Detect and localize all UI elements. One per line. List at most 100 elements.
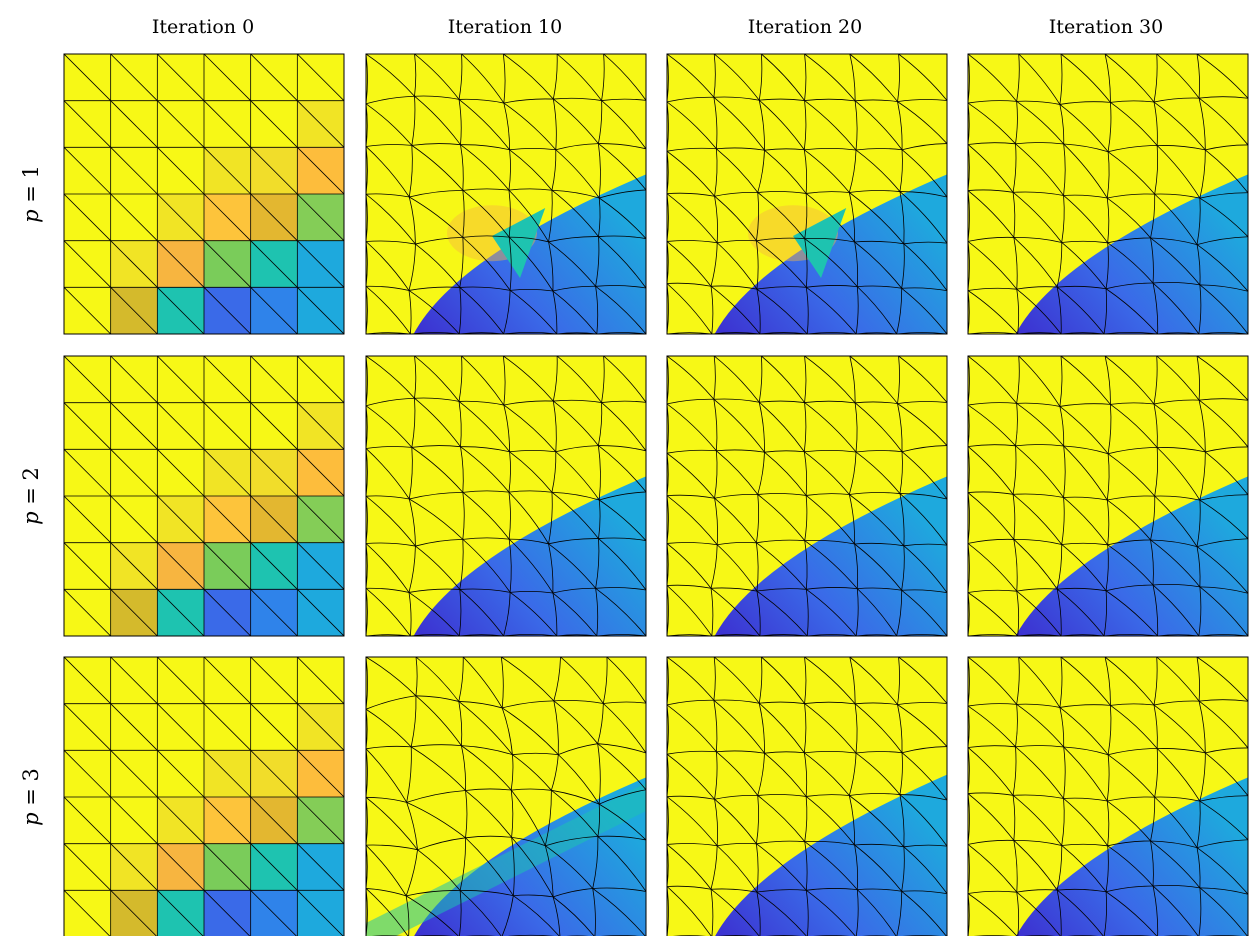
mesh-edge xyxy=(417,849,461,891)
mesh-edge xyxy=(899,493,947,500)
mesh-edge xyxy=(1156,145,1201,199)
panel-frame xyxy=(967,656,1249,936)
mesh-edge xyxy=(598,445,601,501)
mesh-edge xyxy=(1198,399,1248,448)
mesh-edge xyxy=(899,149,903,192)
mesh-edge xyxy=(250,356,298,403)
mesh-edge xyxy=(551,789,600,805)
mesh-edge xyxy=(508,237,512,291)
mesh-edge xyxy=(714,191,758,197)
mesh-edge xyxy=(550,754,559,791)
mesh-edge xyxy=(714,794,758,800)
mesh-edge xyxy=(511,837,515,896)
mesh-edge xyxy=(366,543,410,593)
mesh-edge xyxy=(968,492,1015,540)
mesh-edge xyxy=(761,657,805,704)
mesh-edge xyxy=(1152,282,1200,334)
mesh-edge xyxy=(758,100,765,151)
mesh-edge xyxy=(756,588,807,592)
mesh-edge xyxy=(804,147,857,151)
mesh-edge xyxy=(502,700,554,709)
mesh-edge xyxy=(598,143,646,191)
mesh-edge xyxy=(804,400,856,404)
mesh-edge xyxy=(503,404,511,452)
mesh-edge xyxy=(1196,847,1248,895)
mesh-edge xyxy=(804,238,808,288)
mesh-edge xyxy=(901,445,947,453)
mesh-edge xyxy=(110,703,158,751)
mesh-edge xyxy=(1199,887,1248,936)
mesh-edge xyxy=(366,144,412,147)
mesh-edge xyxy=(1016,891,1061,936)
mesh-edge xyxy=(848,150,857,193)
column-title-iteration-30: Iteration 30 xyxy=(1049,16,1163,38)
mesh-edge xyxy=(414,356,460,402)
mesh-edge xyxy=(1196,54,1248,99)
mesh-edge xyxy=(462,537,510,540)
mesh-edge xyxy=(552,285,596,292)
mesh-edge xyxy=(1198,284,1202,334)
mesh-edge xyxy=(1105,584,1154,592)
mesh-edge xyxy=(501,895,514,936)
mesh-edge xyxy=(1150,237,1198,245)
mesh-edge xyxy=(758,402,765,453)
mesh-edge xyxy=(713,96,760,101)
mesh-edge xyxy=(897,101,903,150)
mesh-panel-r3-c0 xyxy=(63,656,345,936)
mesh-edge xyxy=(713,356,716,400)
mesh-edge xyxy=(667,403,717,452)
mesh-edge xyxy=(806,285,858,288)
mesh-edge xyxy=(462,490,509,493)
mesh-edge xyxy=(1150,194,1156,239)
mesh-edge xyxy=(513,895,560,936)
mesh-edge xyxy=(1015,746,1064,799)
mesh-edge xyxy=(849,492,900,495)
mesh-edge xyxy=(667,543,712,589)
mesh-edge xyxy=(1018,54,1061,105)
mesh-edge xyxy=(806,286,857,334)
mesh-edge xyxy=(502,356,506,406)
mesh-edge xyxy=(203,402,251,450)
mesh-edge xyxy=(756,840,805,845)
mesh-edge xyxy=(756,240,759,290)
mesh-edge xyxy=(462,235,510,238)
mesh-edge xyxy=(849,54,898,102)
mesh-edge xyxy=(901,890,947,895)
mesh-edge xyxy=(667,494,715,499)
mesh-edge xyxy=(855,752,901,795)
mesh-edge xyxy=(1205,446,1248,453)
mesh-edge xyxy=(1150,237,1201,286)
mesh-edge xyxy=(713,54,760,101)
mesh-edge xyxy=(667,585,713,636)
column-title-iteration-10: Iteration 10 xyxy=(448,16,562,38)
mesh-edge xyxy=(552,592,558,636)
mesh-edge xyxy=(110,356,158,403)
mesh-edge xyxy=(462,188,509,191)
mesh-edge xyxy=(1205,747,1248,754)
mesh-edge xyxy=(854,843,904,848)
mesh-edge xyxy=(968,844,1018,893)
mesh-edge xyxy=(897,702,947,706)
mesh-edge xyxy=(366,240,416,245)
mesh-edge xyxy=(1198,586,1202,636)
mesh-edge xyxy=(603,54,646,101)
mesh-edge xyxy=(716,450,759,495)
mesh-edge xyxy=(551,149,557,191)
mesh-edge xyxy=(1063,445,1109,455)
mesh-edge xyxy=(555,149,600,199)
mesh-edge xyxy=(598,445,646,452)
mesh-edge xyxy=(64,240,111,288)
mesh-edge xyxy=(203,54,251,101)
mesh-edge xyxy=(667,885,712,890)
mesh-edge xyxy=(667,452,715,499)
mesh-edge xyxy=(848,795,856,846)
mesh-edge xyxy=(250,193,298,241)
mesh-edge xyxy=(899,191,947,244)
mesh-edge xyxy=(854,402,858,453)
mesh-edge xyxy=(1205,752,1248,796)
mesh-edge xyxy=(968,287,1017,291)
mesh-edge xyxy=(968,190,1015,238)
mesh-edge xyxy=(157,402,205,450)
mesh-edge xyxy=(1103,891,1107,936)
mesh-edge xyxy=(898,54,947,101)
